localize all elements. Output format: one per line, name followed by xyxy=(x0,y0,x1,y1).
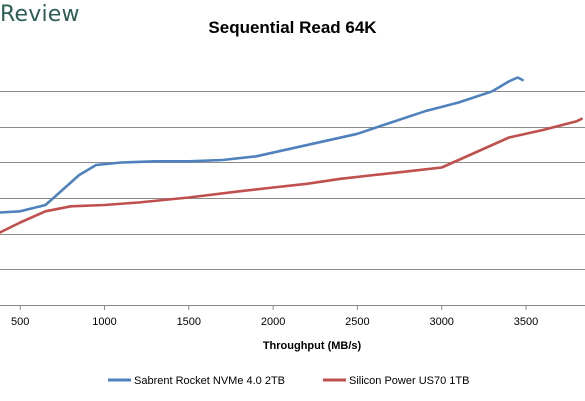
chart-title: Sequential Read 64K xyxy=(208,18,377,37)
legend-label-1: Sabrent Rocket NVMe 4.0 2TB xyxy=(134,375,285,387)
x-tick-label: 500 xyxy=(11,316,29,328)
legend-label-2: Silicon Power US70 1TB xyxy=(349,375,469,387)
x-tick-label: 3000 xyxy=(429,316,453,328)
x-tick-label: 1000 xyxy=(92,316,116,328)
x-tick-label: 2500 xyxy=(345,316,369,328)
brand-logo: Review xyxy=(0,2,80,27)
x-tick-label: 3500 xyxy=(514,316,538,328)
x-tick-label: 1500 xyxy=(177,316,201,328)
series-line-1 xyxy=(0,76,524,214)
x-axis-label: Throughput (MB/s) xyxy=(263,340,362,352)
series-line-2 xyxy=(0,117,583,234)
x-tick-label: 2000 xyxy=(261,316,285,328)
